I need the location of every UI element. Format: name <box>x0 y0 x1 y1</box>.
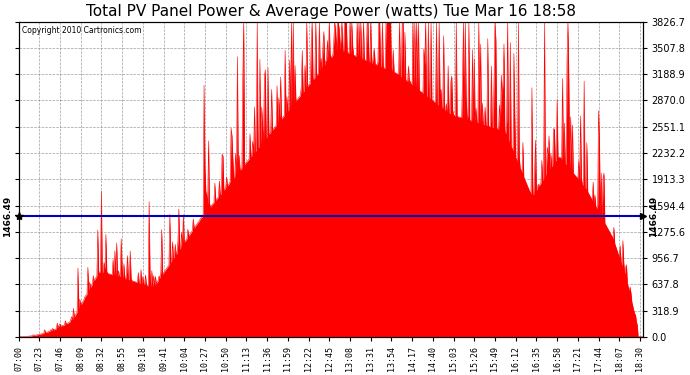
Text: 1466.49: 1466.49 <box>649 195 658 237</box>
Text: Copyright 2010 Cartronics.com: Copyright 2010 Cartronics.com <box>21 27 141 36</box>
Title: Total PV Panel Power & Average Power (watts) Tue Mar 16 18:58: Total PV Panel Power & Average Power (wa… <box>86 4 575 19</box>
Text: 1466.49: 1466.49 <box>3 195 12 237</box>
